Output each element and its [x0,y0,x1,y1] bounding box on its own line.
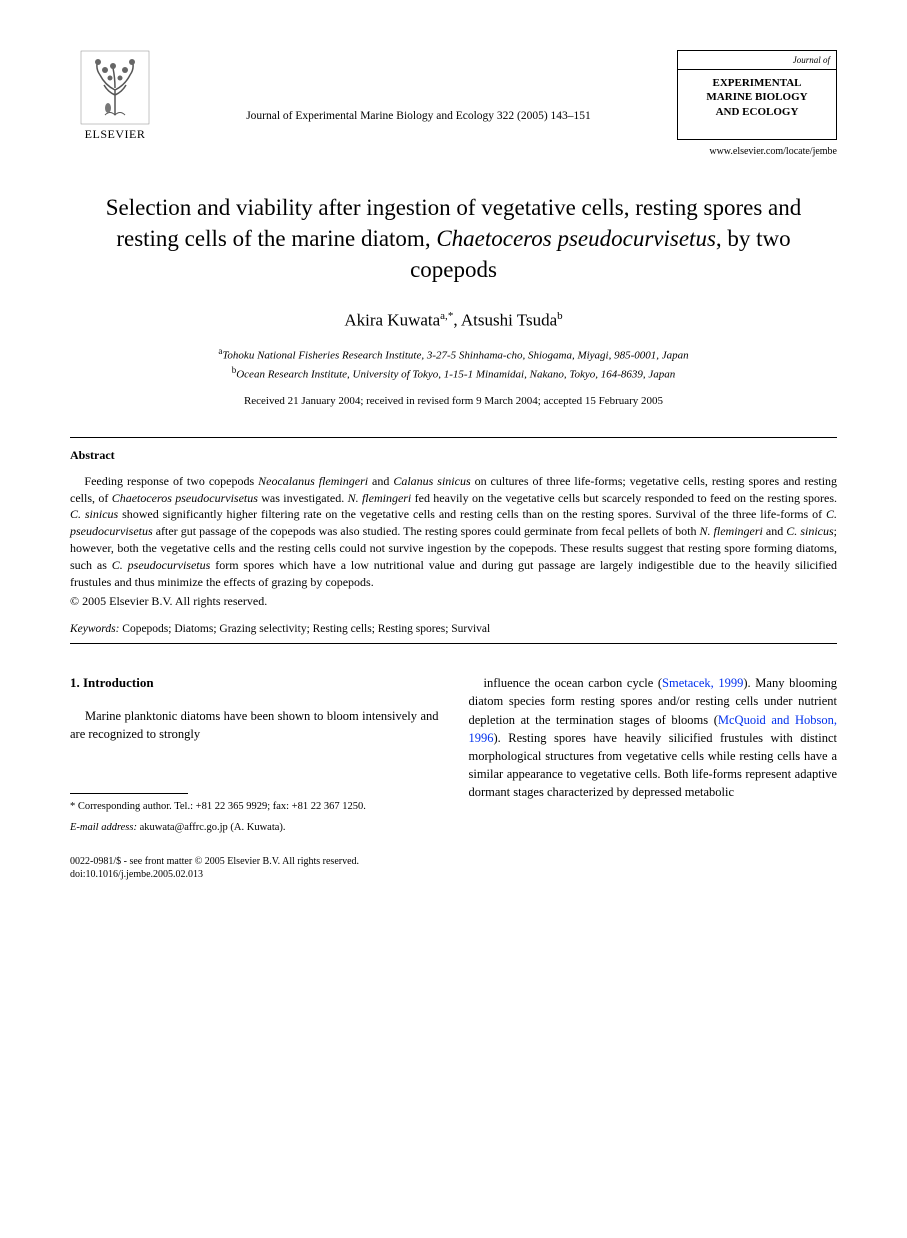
page-header: ELSEVIER Journal of Experimental Marine … [70,50,837,157]
journal-url: www.elsevier.com/locate/jembe [677,146,837,157]
issn-line: 0022-0981/$ - see front matter © 2005 El… [70,855,837,868]
section-1-heading: 1. Introduction [70,674,439,693]
journal-box-pretitle: Journal of [678,51,836,70]
body-columns: 1. Introduction Marine planktonic diatom… [70,674,837,834]
author-1-affil: a, [440,310,448,322]
rule-bottom [70,643,837,644]
abs-t: showed significantly higher filtering ra… [118,507,826,521]
column-right: influence the ocean carbon cycle (Smetac… [469,674,838,834]
abs-t: was investigated. [258,491,348,505]
publisher-name: ELSEVIER [85,127,146,142]
abs-t: after gut passage of the copepods was al… [153,524,700,538]
corresponding-author-note: * Corresponding author. Tel.: +81 22 365… [70,800,439,814]
email-value: akuwata@affrc.go.jp (A. Kuwata). [137,822,286,833]
abs-t: Feeding response of two copepods [84,474,258,488]
authors-line: Akira Kuwataa,*, Atsushi Tsudab [70,310,837,331]
email-line: E-mail address: akuwata@affrc.go.jp (A. … [70,821,439,835]
keywords-text: Copepods; Diatoms; Grazing selectivity; … [119,623,490,635]
abstract-body: Feeding response of two copepods Neocala… [70,473,837,591]
abs-sp2: Calanus sinicus [393,474,470,488]
journal-reference: Journal of Experimental Marine Biology a… [160,50,677,122]
footer-meta: 0022-0981/$ - see front matter © 2005 El… [70,855,837,881]
doi-line: doi:10.1016/j.jembe.2005.02.013 [70,868,837,881]
abs-sp7: N. flemingeri [699,524,762,538]
abstract-copyright: © 2005 Elsevier B.V. All rights reserved… [70,594,837,609]
article-dates: Received 21 January 2004; received in re… [70,395,837,407]
elsevier-tree-icon [80,50,150,125]
article-title: Selection and viability after ingestion … [90,192,817,285]
journal-name-line2: MARINE BIOLOGY [706,91,807,103]
affil-a: Tohoku National Fisheries Research Insti… [222,349,688,361]
intro-para-right: influence the ocean carbon cycle (Smetac… [469,674,838,801]
rule-top [70,437,837,438]
intro-t: ). Resting spores have heavily silicifie… [469,731,838,799]
column-left: 1. Introduction Marine planktonic diatom… [70,674,439,834]
affil-b: Ocean Research Institute, University of … [236,368,675,380]
abs-sp4: N. flemingeri [348,491,412,505]
author-1: Akira Kuwata [344,311,440,330]
author-sep: , [453,311,461,330]
abs-sp5: C. sinicus [70,507,118,521]
journal-box-wrap: Journal of EXPERIMENTAL MARINE BIOLOGY A… [677,50,837,157]
title-species: Chaetoceros pseudocurvisetus [436,226,716,251]
journal-box-title: EXPERIMENTAL MARINE BIOLOGY AND ECOLOGY [678,70,836,139]
intro-para-left: Marine planktonic diatoms have been show… [70,707,439,743]
abs-sp9: C. pseudocurvisetus [112,558,211,572]
abs-t: and [368,474,393,488]
abs-sp1: Neocalanus flemingeri [258,474,368,488]
journal-cover-box: Journal of EXPERIMENTAL MARINE BIOLOGY A… [677,50,837,140]
abstract-heading: Abstract [70,448,837,463]
keywords-line: Keywords: Copepods; Diatoms; Grazing sel… [70,623,837,635]
citation-smetacek[interactable]: Smetacek, 1999 [662,676,743,690]
intro-t: influence the ocean carbon cycle ( [484,676,663,690]
affiliations: aTohoku National Fisheries Research Inst… [70,345,837,383]
publisher-block: ELSEVIER [70,50,160,142]
abs-t: fed heavily on the vegetative cells but … [411,491,837,505]
abs-sp8: C. sinicus [786,524,833,538]
keywords-label: Keywords: [70,623,119,635]
abs-t: and [763,524,786,538]
footnote-rule [70,793,188,794]
email-label: E-mail address: [70,822,137,833]
journal-name-line3: AND ECOLOGY [716,106,799,118]
author-2: Atsushi Tsuda [461,311,557,330]
journal-name-line1: EXPERIMENTAL [712,77,801,89]
author-2-affil: b [557,310,563,322]
abs-sp3: Chaetoceros pseudocurvisetus [112,491,258,505]
